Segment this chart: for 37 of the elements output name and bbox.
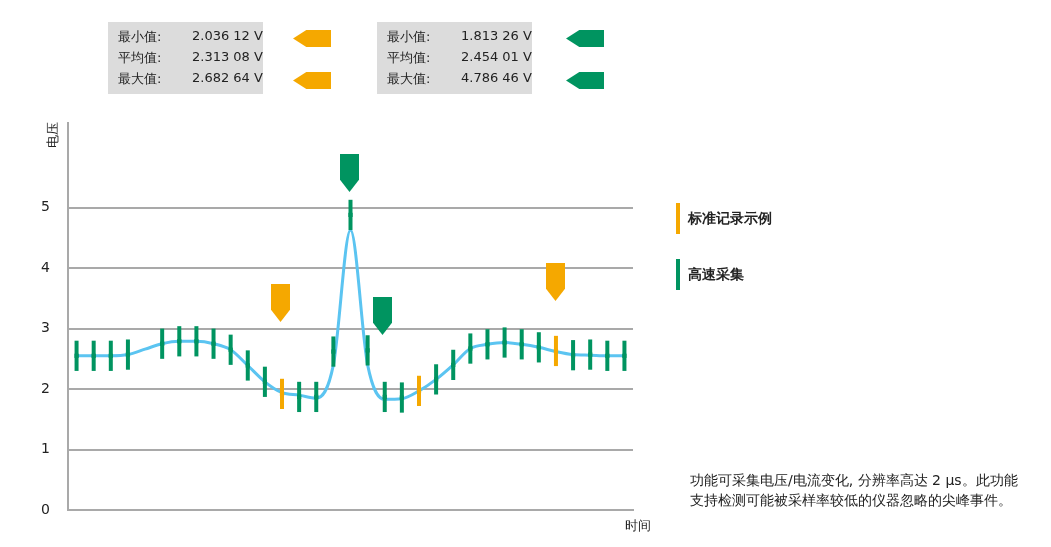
text: 2.454 01 V: [461, 49, 532, 64]
x-axis-title: 时间: [625, 517, 651, 535]
point: [433, 377, 439, 382]
text: 1.813 26 V: [461, 28, 532, 43]
point: [468, 346, 473, 351]
y-tick-label: 4: [41, 258, 51, 275]
point: [399, 395, 404, 400]
text: 功能可采集电压/电流变化, 分辨率高达 2 µs。此功能支持检测可能被采样率较低的仪器忽略的尖峰事件。: [690, 471, 1019, 510]
point: [622, 353, 627, 358]
text: 平均值:: [387, 49, 431, 67]
point: [348, 212, 353, 218]
y-tick-label: 0: [41, 500, 50, 517]
text: 最小值:: [387, 28, 431, 46]
point: [74, 353, 79, 358]
y-tick-label: 3: [41, 319, 50, 336]
text: 平均值:: [118, 49, 162, 67]
point: [502, 340, 507, 345]
text: 最大值:: [118, 70, 162, 88]
text: 最小值:: [118, 28, 162, 46]
point: [588, 352, 593, 357]
y-tick-label: 2: [41, 379, 50, 396]
point: [125, 352, 131, 357]
text: 最大值:: [387, 70, 431, 88]
text: 2.036 12 V: [192, 28, 263, 43]
legend-label: 标准记录示例: [688, 210, 772, 228]
legend-label: 高速采集: [688, 266, 744, 284]
point: [194, 339, 199, 344]
y-tick-label: 1: [41, 440, 50, 457]
y-axis-title: 电压: [44, 122, 61, 148]
point: [211, 341, 216, 346]
text: 2.682 64 V: [192, 70, 263, 85]
y-tick-label: 5: [41, 198, 50, 215]
text: 4.786 46 V: [461, 70, 532, 85]
point: [245, 363, 250, 368]
text: 2.313 08 V: [192, 49, 263, 64]
point: [485, 342, 490, 347]
point: [331, 349, 336, 354]
